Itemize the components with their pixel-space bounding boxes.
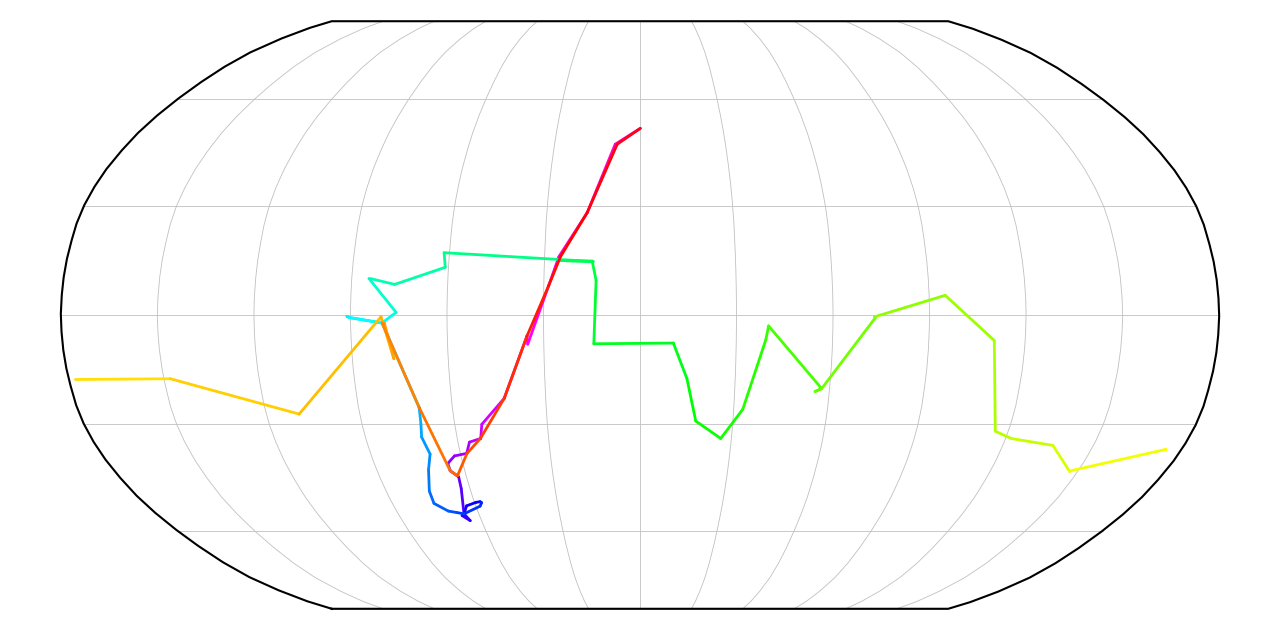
Polygon shape: [60, 21, 1220, 609]
